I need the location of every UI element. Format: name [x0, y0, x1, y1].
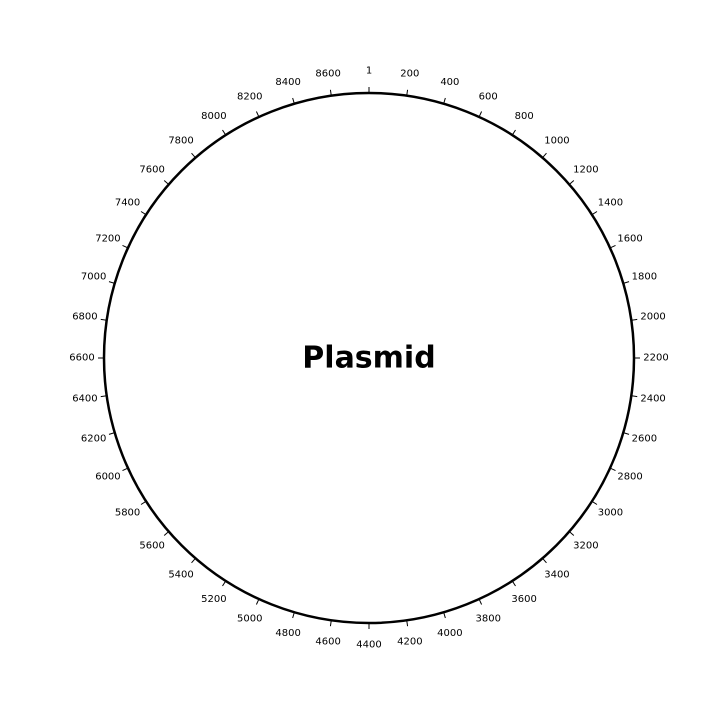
tick-mark — [292, 612, 295, 619]
tick-mark — [406, 620, 409, 627]
tick-label: 6800 — [72, 312, 97, 323]
tick-label: 3200 — [573, 540, 598, 551]
tick-label: 4600 — [315, 637, 340, 648]
tick-mark — [329, 89, 332, 96]
tick-label: 7200 — [95, 233, 120, 244]
tick-label: 3600 — [511, 594, 536, 605]
tick-label: 6600 — [69, 353, 94, 364]
tick-mark — [542, 152, 547, 159]
tick-mark — [140, 211, 147, 216]
tick-label: 800 — [515, 111, 534, 122]
tick-label: 8200 — [237, 91, 262, 102]
tick-mark — [623, 281, 630, 284]
tick-label: 8600 — [315, 68, 340, 79]
tick-mark — [478, 598, 483, 605]
tick-mark — [568, 180, 575, 185]
tick-mark — [443, 97, 446, 104]
tick-mark — [329, 620, 332, 627]
tick-label: 5600 — [139, 540, 164, 551]
tick-label: 1800 — [632, 272, 657, 283]
tick-label: 8000 — [201, 111, 226, 122]
tick-mark — [191, 557, 196, 564]
tick-label: 1000 — [544, 136, 569, 147]
tick-mark — [591, 211, 598, 216]
tick-mark — [631, 395, 638, 398]
tick-mark — [255, 598, 260, 605]
tick-label: 6400 — [72, 393, 97, 404]
tick-marks: 1 200400600800100012001400160018002000220… — [69, 66, 668, 651]
tick-label: 600 — [479, 91, 498, 102]
tick-mark — [255, 111, 260, 118]
tick-mark — [108, 281, 115, 284]
tick-label: 7400 — [115, 197, 140, 208]
tick-label: 2000 — [640, 312, 665, 323]
tick-label: 1400 — [598, 197, 623, 208]
tick-label: 4800 — [275, 628, 300, 639]
tick-mark — [591, 500, 598, 505]
tick-label: 5000 — [237, 614, 262, 625]
tick-label: 2800 — [617, 472, 642, 483]
tick-mark — [511, 129, 516, 136]
tick-label: 5800 — [115, 508, 140, 519]
tick-mark — [191, 152, 196, 159]
tick-mark — [222, 129, 227, 136]
tick-mark — [100, 318, 107, 321]
tick-mark — [443, 612, 446, 619]
tick-mark — [623, 432, 630, 435]
tick-mark — [609, 244, 616, 249]
tick-mark — [542, 557, 547, 564]
tick-mark — [100, 395, 107, 398]
tick-mark — [122, 244, 129, 249]
tick-label: 4000 — [437, 628, 462, 639]
tick-label: 200 — [400, 68, 419, 79]
tick-label: 7800 — [168, 136, 193, 147]
tick-label: 8400 — [275, 77, 300, 88]
tick-mark — [568, 531, 575, 536]
tick-label: 7600 — [139, 165, 164, 176]
tick-mark — [609, 467, 616, 472]
tick-label: 2200 — [643, 353, 668, 364]
tick-mark — [122, 467, 129, 472]
tick-mark — [292, 97, 295, 104]
tick-label: 2400 — [640, 393, 665, 404]
tick-mark — [140, 500, 147, 505]
tick-label: 4400 — [356, 640, 381, 651]
tick-label: 1600 — [617, 233, 642, 244]
tick-mark — [406, 89, 409, 96]
tick-label: 3800 — [475, 614, 500, 625]
tick-mark — [631, 318, 638, 321]
tick-label: 4200 — [397, 637, 422, 648]
tick-label: 5400 — [168, 569, 193, 580]
tick-label: 6000 — [95, 472, 120, 483]
tick-label: 1 — [366, 66, 372, 77]
tick-mark — [222, 580, 227, 587]
tick-label: 400 — [440, 77, 459, 88]
tick-label: 1200 — [573, 165, 598, 176]
tick-label: 7000 — [81, 272, 106, 283]
tick-mark — [163, 180, 170, 185]
plasmid-name: Plasmid — [302, 341, 435, 376]
tick-label: 3400 — [544, 569, 569, 580]
tick-label: 2600 — [632, 433, 657, 444]
tick-mark — [478, 111, 483, 118]
tick-label: 6200 — [81, 433, 106, 444]
tick-mark — [108, 432, 115, 435]
tick-label: 3000 — [598, 508, 623, 519]
tick-mark — [511, 580, 516, 587]
tick-mark — [163, 531, 170, 536]
tick-label: 5200 — [201, 594, 226, 605]
